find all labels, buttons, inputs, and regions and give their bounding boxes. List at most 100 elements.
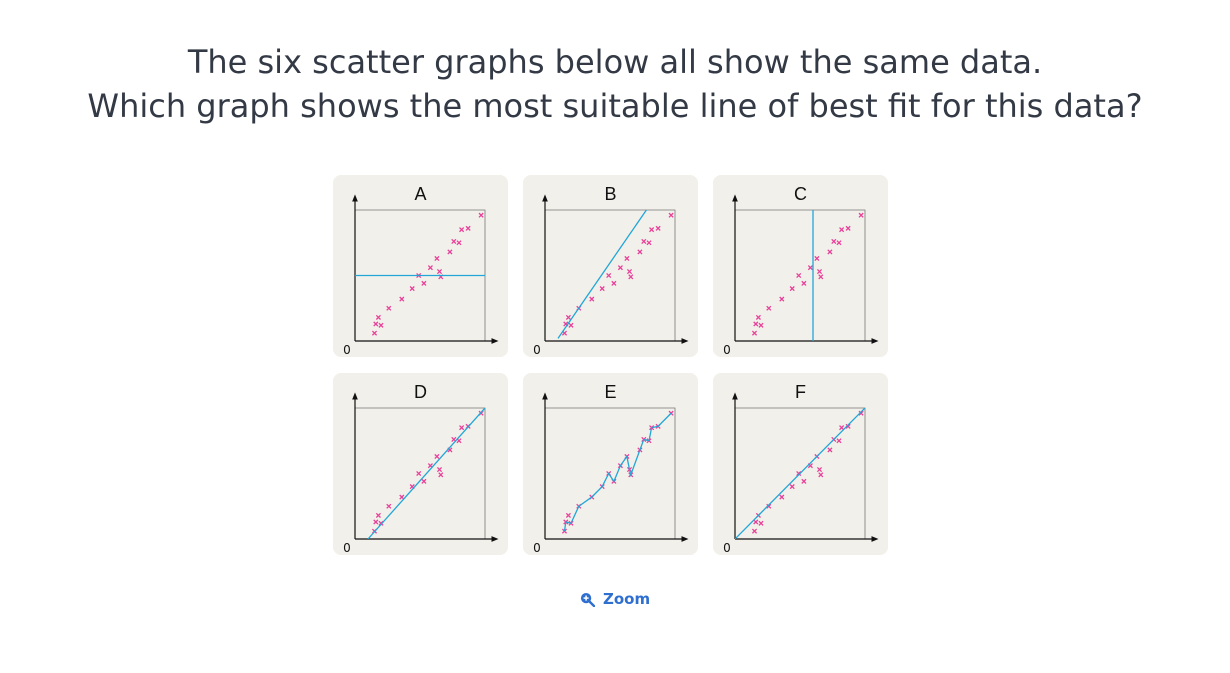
data-point-16 xyxy=(646,240,652,246)
data-point-17 xyxy=(459,425,465,431)
plot-frame xyxy=(735,209,866,341)
data-point-3 xyxy=(375,314,381,320)
data-point-2 xyxy=(373,321,379,327)
data-point-9 xyxy=(801,478,807,484)
data-point-11 xyxy=(434,453,440,460)
data-point-17 xyxy=(839,425,845,431)
data-point-13 xyxy=(818,274,824,280)
graph-label-e: E xyxy=(604,382,616,402)
data-point-7 xyxy=(409,286,415,292)
data-point-13 xyxy=(818,472,824,478)
data-point-7 xyxy=(599,286,605,292)
data-point-4 xyxy=(378,520,384,526)
data-point-11 xyxy=(814,255,820,262)
data-point-7 xyxy=(789,286,795,292)
scatter-graph-c: 0C xyxy=(723,184,879,357)
data-point-14 xyxy=(637,249,643,255)
data-point-12 xyxy=(816,467,823,473)
data-point-3 xyxy=(565,314,571,320)
origin-label: 0 xyxy=(723,343,731,357)
zoom-button[interactable]: Zoom xyxy=(580,590,650,608)
fit-line-d xyxy=(367,408,485,539)
fit-line-f xyxy=(735,408,865,539)
data-point-5 xyxy=(386,503,392,509)
data-point-11 xyxy=(434,255,440,262)
plot-frame xyxy=(355,209,486,341)
data-point-6 xyxy=(399,296,405,302)
question-line-2: Which graph shows the most suitable line… xyxy=(87,87,1143,125)
data-point-3 xyxy=(565,512,571,518)
plot-frame xyxy=(355,407,486,539)
data-point-5 xyxy=(766,305,772,311)
data-point-15 xyxy=(831,238,837,244)
data-point-1 xyxy=(751,528,758,534)
data-point-4 xyxy=(758,322,764,328)
data-point-19 xyxy=(858,212,864,218)
data-point-2 xyxy=(753,519,759,525)
data-point-4 xyxy=(568,322,574,328)
data-point-19 xyxy=(478,212,484,218)
data-point-12 xyxy=(626,269,633,275)
data-point-4 xyxy=(378,322,384,328)
data-point-11 xyxy=(624,255,630,262)
origin-label: 0 xyxy=(533,343,541,357)
data-point-10 xyxy=(427,265,433,271)
data-point-9 xyxy=(611,280,617,286)
data-point-6 xyxy=(399,494,405,500)
data-point-7 xyxy=(789,484,795,490)
data-point-1 xyxy=(751,330,758,336)
data-point-15 xyxy=(641,238,647,244)
plot-frame xyxy=(545,209,676,341)
data-point-9 xyxy=(421,478,427,484)
data-point-6 xyxy=(779,494,785,500)
data-point-2 xyxy=(373,519,379,525)
data-point-4 xyxy=(758,520,764,526)
graph-label-f: F xyxy=(795,382,806,402)
data-point-1 xyxy=(561,528,568,534)
graph-label-d: D xyxy=(414,382,427,402)
data-point-10 xyxy=(617,265,623,271)
origin-label: 0 xyxy=(343,541,351,555)
zoom-label: Zoom xyxy=(603,590,651,608)
data-point-5 xyxy=(766,503,772,509)
data-point-18 xyxy=(845,225,851,231)
data-point-16 xyxy=(836,438,842,444)
data-point-8 xyxy=(796,470,802,477)
scatter-graph-b: 0B xyxy=(533,184,689,357)
scatter-graph-a: 0A xyxy=(343,184,499,357)
data-point-18 xyxy=(465,225,471,231)
data-point-18 xyxy=(655,225,661,231)
data-point-14 xyxy=(827,249,833,255)
scatter-graph-d: 0D xyxy=(343,382,499,555)
data-point-12 xyxy=(436,467,443,473)
origin-label: 0 xyxy=(343,343,351,357)
question-text: The six scatter graphs below all show th… xyxy=(0,40,1230,128)
data-point-6 xyxy=(779,296,785,302)
data-point-19 xyxy=(858,410,864,416)
data-point-13 xyxy=(438,472,444,478)
data-point-18 xyxy=(845,423,851,429)
data-point-19 xyxy=(668,212,674,218)
plot-frame xyxy=(545,407,676,539)
data-point-15 xyxy=(451,238,457,244)
data-point-17 xyxy=(459,227,465,233)
graph-label-a: A xyxy=(414,184,426,204)
data-point-14 xyxy=(827,447,833,453)
data-point-6 xyxy=(589,296,595,302)
scatter-graph-e: 0E xyxy=(533,382,689,555)
data-point-8 xyxy=(606,272,612,279)
data-point-2 xyxy=(753,321,759,327)
origin-label: 0 xyxy=(533,541,541,555)
data-point-16 xyxy=(456,240,462,246)
data-point-14 xyxy=(447,249,453,255)
data-point-9 xyxy=(421,280,427,286)
question-line-1: The six scatter graphs below all show th… xyxy=(187,43,1043,81)
data-point-13 xyxy=(628,274,634,280)
graph-label-c: C xyxy=(794,184,807,204)
